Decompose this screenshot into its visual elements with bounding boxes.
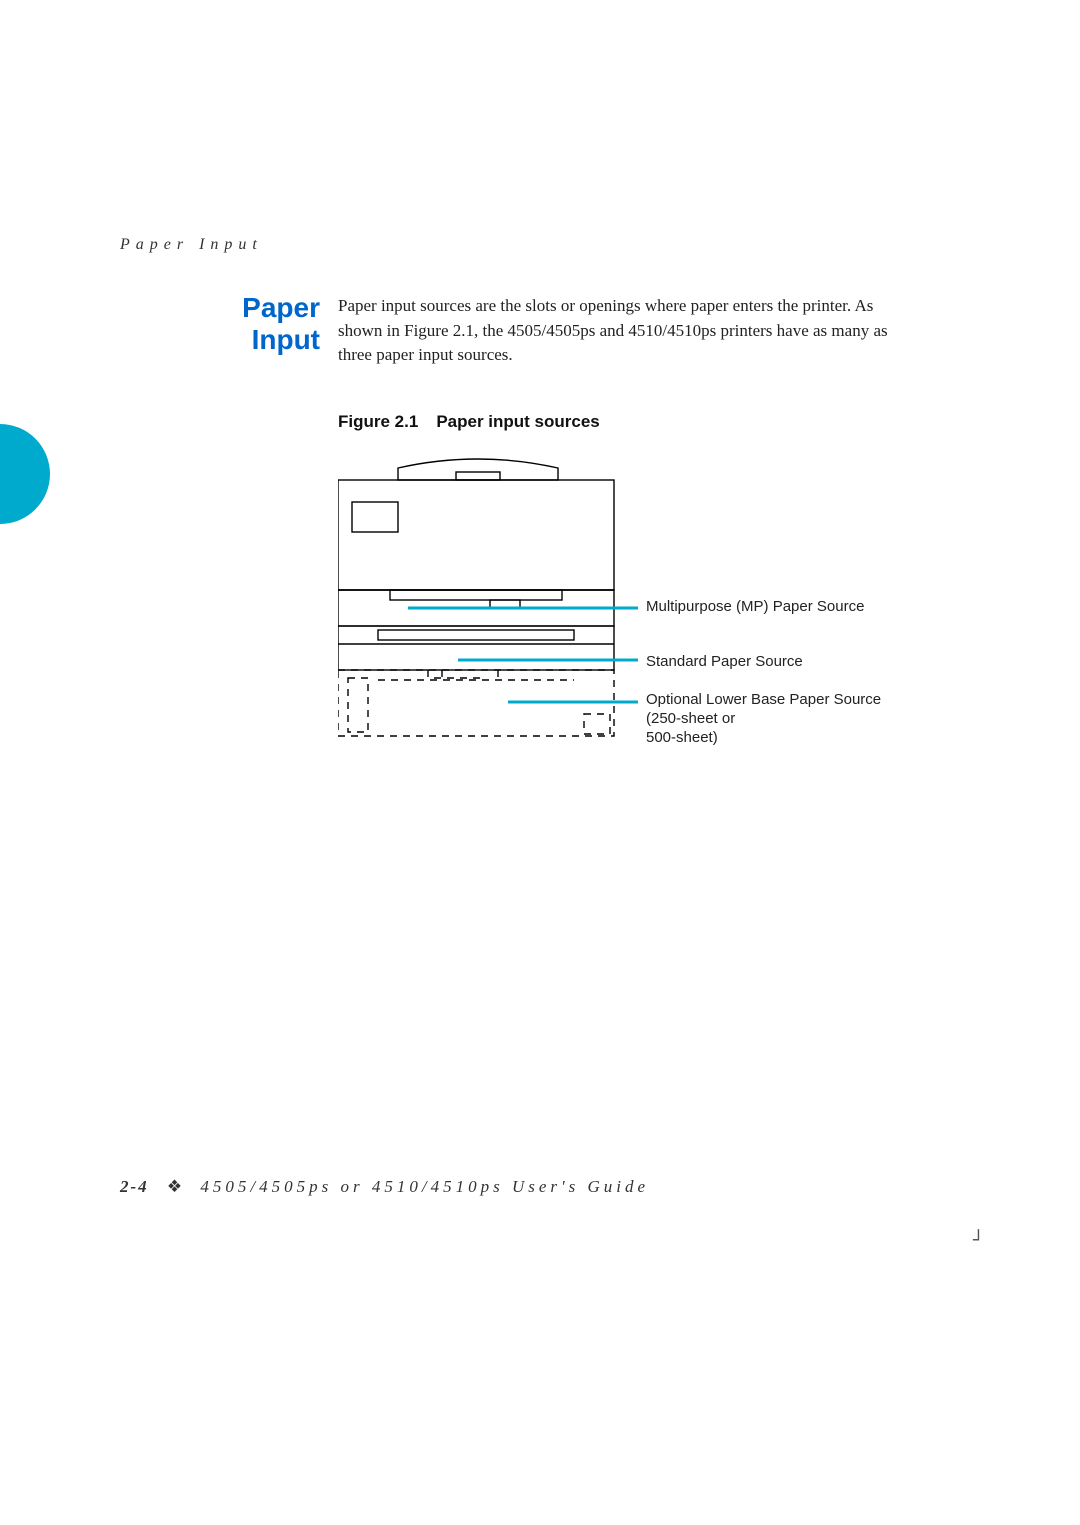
section-heading-line2: Input [252, 324, 320, 355]
callout-optional-line3: 500-sheet) [646, 729, 718, 746]
callout-optional-line1: Optional Lower Base Paper Source [646, 691, 881, 708]
callout-mp-source: Multipurpose (MP) Paper Source [646, 598, 864, 617]
figure-label: Figure 2.1 [338, 412, 418, 431]
callout-optional-line2: (250-sheet or [646, 710, 735, 727]
figure-diagram: Multipurpose (MP) Paper Source Standard … [338, 450, 958, 780]
page-footer: 2-4 ❖ 4505/4505ps or 4510/4510ps User's … [120, 1177, 920, 1197]
page-number: 2-4 [120, 1177, 149, 1196]
body-paragraph: Paper input sources are the slots or ope… [338, 294, 908, 368]
callout-optional-source: Optional Lower Base Paper Source (250-sh… [646, 691, 881, 747]
section-heading: Paper Input [120, 292, 320, 356]
page: Paper Input Paper Input Paper input sour… [0, 0, 1080, 1525]
chapter-tab [0, 424, 50, 524]
figure-caption: Figure 2.1 Paper input sources [338, 412, 600, 432]
crop-mark-icon: ┘ [973, 1230, 984, 1251]
footer-book-title: 4505/4505ps or 4510/4510ps User's Guide [200, 1177, 649, 1196]
figure-title: Paper input sources [436, 412, 599, 431]
footer-diamond-icon: ❖ [157, 1177, 192, 1196]
section-heading-line1: Paper [242, 292, 320, 323]
callout-standard-source: Standard Paper Source [646, 653, 803, 672]
running-head: Paper Input [120, 236, 263, 254]
